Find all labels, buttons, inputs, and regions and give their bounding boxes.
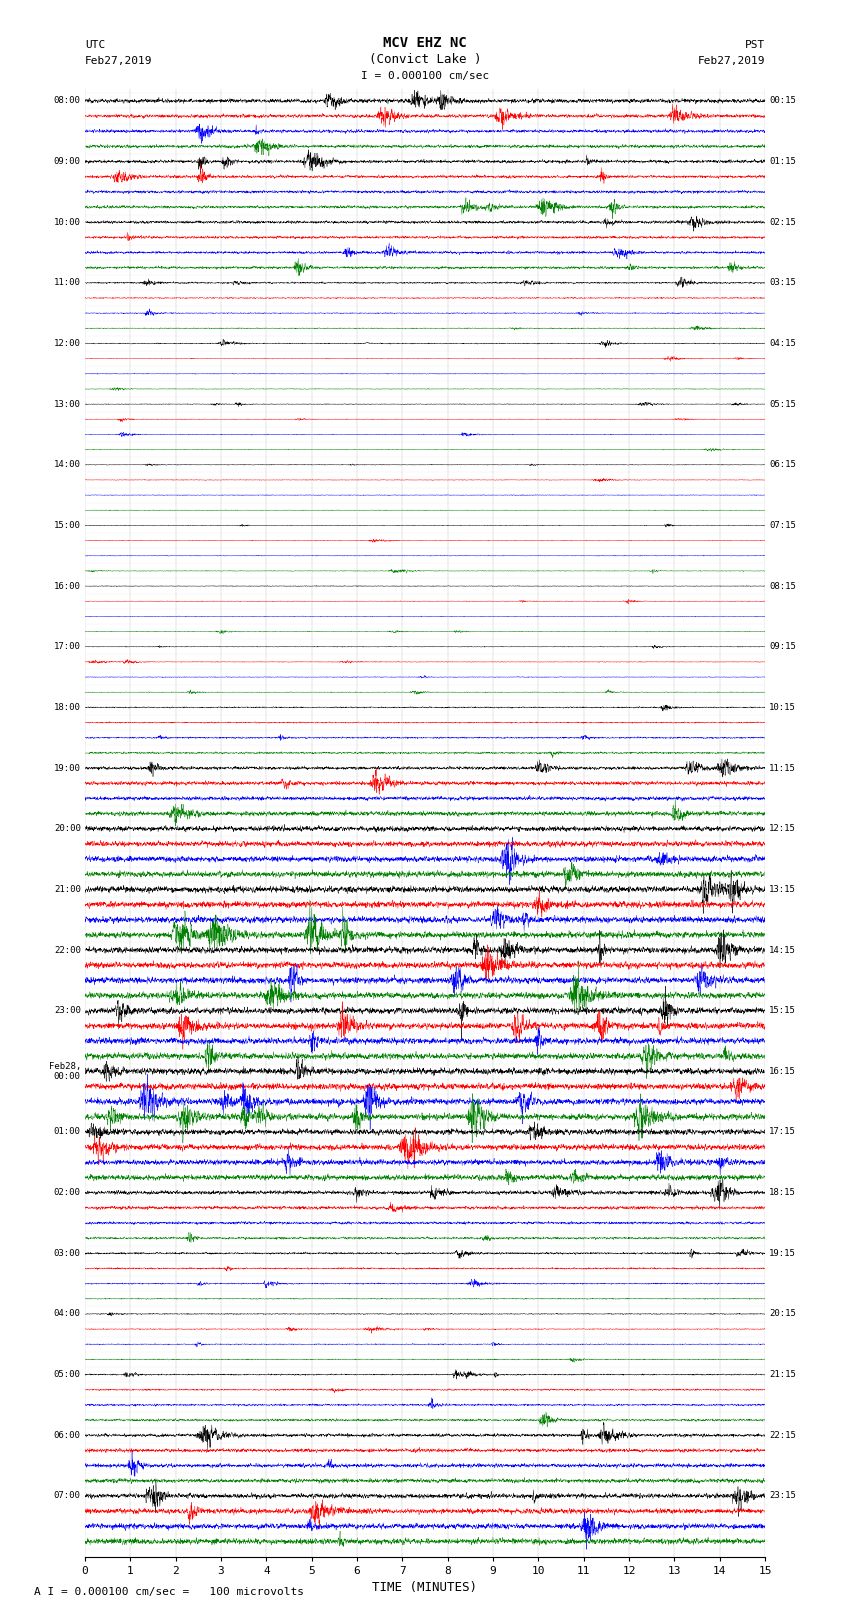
- Text: 19:15: 19:15: [769, 1248, 796, 1258]
- Text: 03:15: 03:15: [769, 279, 796, 287]
- Text: Feb28,
00:00: Feb28, 00:00: [48, 1061, 81, 1081]
- Text: 07:00: 07:00: [54, 1492, 81, 1500]
- Text: 21:15: 21:15: [769, 1369, 796, 1379]
- Text: Feb27,2019: Feb27,2019: [698, 56, 765, 66]
- Text: 22:15: 22:15: [769, 1431, 796, 1440]
- Text: A I = 0.000100 cm/sec =   100 microvolts: A I = 0.000100 cm/sec = 100 microvolts: [34, 1587, 304, 1597]
- Text: 21:00: 21:00: [54, 886, 81, 894]
- Text: 00:15: 00:15: [769, 97, 796, 105]
- Text: 15:00: 15:00: [54, 521, 81, 531]
- Text: 09:15: 09:15: [769, 642, 796, 652]
- Text: 10:15: 10:15: [769, 703, 796, 711]
- Text: 05:15: 05:15: [769, 400, 796, 408]
- Text: 16:15: 16:15: [769, 1066, 796, 1076]
- Text: 01:00: 01:00: [54, 1127, 81, 1137]
- Text: 04:15: 04:15: [769, 339, 796, 348]
- Text: 16:00: 16:00: [54, 582, 81, 590]
- Text: 18:15: 18:15: [769, 1189, 796, 1197]
- Text: I = 0.000100 cm/sec: I = 0.000100 cm/sec: [361, 71, 489, 81]
- Text: 20:15: 20:15: [769, 1310, 796, 1318]
- Text: 06:15: 06:15: [769, 460, 796, 469]
- Text: 23:00: 23:00: [54, 1007, 81, 1015]
- Text: 04:00: 04:00: [54, 1310, 81, 1318]
- Text: 08:00: 08:00: [54, 97, 81, 105]
- Text: 09:00: 09:00: [54, 156, 81, 166]
- Text: 12:15: 12:15: [769, 824, 796, 834]
- Text: 20:00: 20:00: [54, 824, 81, 834]
- Text: 12:00: 12:00: [54, 339, 81, 348]
- Text: 11:00: 11:00: [54, 279, 81, 287]
- Text: 05:00: 05:00: [54, 1369, 81, 1379]
- Text: 01:15: 01:15: [769, 156, 796, 166]
- Text: 02:15: 02:15: [769, 218, 796, 227]
- Text: 23:15: 23:15: [769, 1492, 796, 1500]
- Text: 14:15: 14:15: [769, 945, 796, 955]
- Text: PST: PST: [745, 40, 765, 50]
- Text: (Convict Lake ): (Convict Lake ): [369, 53, 481, 66]
- Text: UTC: UTC: [85, 40, 105, 50]
- Text: 10:00: 10:00: [54, 218, 81, 227]
- Text: 13:00: 13:00: [54, 400, 81, 408]
- Text: 03:00: 03:00: [54, 1248, 81, 1258]
- Text: 14:00: 14:00: [54, 460, 81, 469]
- Text: 13:15: 13:15: [769, 886, 796, 894]
- Text: 02:00: 02:00: [54, 1189, 81, 1197]
- Text: 07:15: 07:15: [769, 521, 796, 531]
- Text: 19:00: 19:00: [54, 763, 81, 773]
- Text: 17:15: 17:15: [769, 1127, 796, 1137]
- Text: 11:15: 11:15: [769, 763, 796, 773]
- Text: 08:15: 08:15: [769, 582, 796, 590]
- Text: MCV EHZ NC: MCV EHZ NC: [383, 35, 467, 50]
- Text: 22:00: 22:00: [54, 945, 81, 955]
- X-axis label: TIME (MINUTES): TIME (MINUTES): [372, 1581, 478, 1594]
- Text: 15:15: 15:15: [769, 1007, 796, 1015]
- Text: 06:00: 06:00: [54, 1431, 81, 1440]
- Text: 18:00: 18:00: [54, 703, 81, 711]
- Text: 17:00: 17:00: [54, 642, 81, 652]
- Text: Feb27,2019: Feb27,2019: [85, 56, 152, 66]
